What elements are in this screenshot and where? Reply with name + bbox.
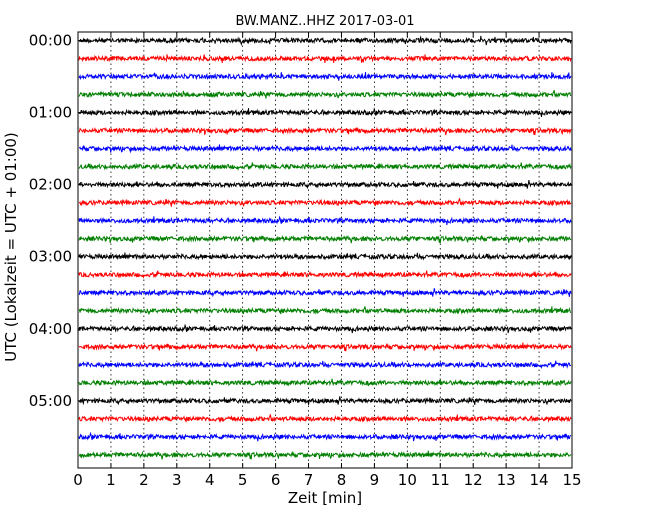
x-tick-label: 13: [497, 471, 516, 489]
trace-row: [78, 35, 572, 47]
trace-row: [78, 306, 572, 315]
trace-row: [78, 342, 572, 352]
x-tick-label: 2: [139, 471, 149, 489]
trace-row: [78, 288, 572, 298]
x-tick-label: 8: [337, 471, 347, 489]
y-tick-label: 01:00: [29, 104, 72, 122]
plot-frame: [77, 31, 573, 469]
y-tick-label: 02:00: [29, 176, 72, 194]
trace-row: [78, 107, 572, 117]
x-tick-label: 6: [271, 471, 281, 489]
y-tick-label: 05:00: [29, 392, 72, 410]
trace-row: [78, 54, 572, 63]
x-tick-label: 9: [370, 471, 380, 489]
trace-row: [78, 162, 572, 171]
x-tick-label: 14: [530, 471, 549, 489]
trace-row: [78, 252, 572, 261]
x-tick-label: 0: [73, 471, 83, 489]
x-tick-label: 15: [562, 471, 581, 489]
x-axis: 0 1 2 3 4 5 6 7 8 9 10 11 12 13 14 15: [73, 32, 582, 489]
x-tick-label: 4: [205, 471, 215, 489]
traces: [78, 35, 572, 460]
x-tick-label: 11: [431, 471, 450, 489]
y-tick-label: 00:00: [29, 32, 72, 50]
trace-row: [78, 215, 572, 226]
trace-row: [78, 414, 572, 423]
x-tick-label: 5: [238, 471, 248, 489]
trace-row: [78, 396, 572, 406]
trace-row: [78, 126, 572, 136]
x-tick-label: 12: [464, 471, 483, 489]
y-axis: 00:00 01:00 02:00 03:00 04:00 05:00: [29, 32, 572, 410]
x-tick-label: 10: [398, 471, 417, 489]
trace-row: [78, 89, 572, 99]
chart-title: BW.MANZ..HHZ 2017-03-01: [235, 14, 414, 29]
trace-row: [78, 378, 572, 387]
trace-row: [78, 72, 572, 81]
grid: [110, 32, 540, 468]
x-tick-label: 1: [106, 471, 116, 489]
x-tick-label: 7: [304, 471, 314, 489]
trace-row: [78, 270, 572, 279]
y-tick-label: 03:00: [29, 248, 72, 266]
trace-row: [78, 180, 572, 190]
trace-row: [78, 234, 572, 244]
trace-row: [78, 198, 572, 207]
trace-row: [78, 360, 572, 370]
trace-row: [78, 323, 572, 334]
x-tick-label: 3: [172, 471, 182, 489]
trace-row: [79, 144, 572, 154]
y-axis-label: UTC (Lokalzeit = UTC + 01:00): [2, 132, 20, 362]
trace-row: [78, 431, 572, 442]
x-axis-label: Zeit [min]: [288, 489, 362, 507]
trace-row: [78, 450, 572, 460]
y-tick-label: 04:00: [29, 320, 72, 338]
